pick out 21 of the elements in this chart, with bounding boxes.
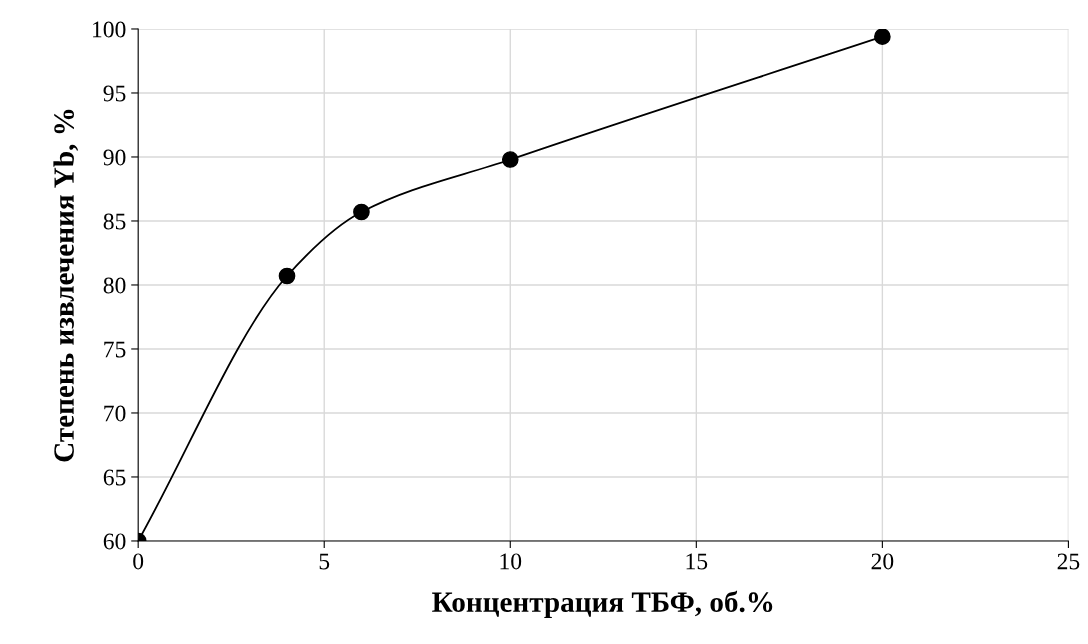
x-tick-label: 0: [133, 553, 144, 570]
y-tick-label: 70: [104, 405, 126, 422]
point: [353, 203, 370, 221]
y-tick-label: 100: [93, 21, 126, 38]
y-tick-label: 85: [103, 213, 126, 230]
x-tick-label: 5: [319, 553, 330, 570]
x-tick-label: 25: [1057, 553, 1080, 570]
x-axis-title: Концентрация ТБФ, об.%: [432, 590, 773, 618]
x-tick-label: 20: [871, 553, 894, 570]
y-tick-label: 65: [103, 469, 126, 486]
y-tick-label: 80: [103, 277, 126, 294]
y-tick-label: 60: [103, 533, 126, 550]
point: [874, 28, 891, 45]
x-tick-label: 15: [686, 553, 708, 570]
y-tick-label: 90: [103, 149, 126, 166]
x-tick-label: 10: [500, 553, 522, 570]
y-axis-title: Степень извлечения Yb, %: [53, 109, 79, 462]
y-tick-label: 95: [103, 85, 126, 102]
point: [501, 151, 519, 168]
point: [278, 267, 296, 285]
y-tick-label: 75: [104, 341, 126, 358]
